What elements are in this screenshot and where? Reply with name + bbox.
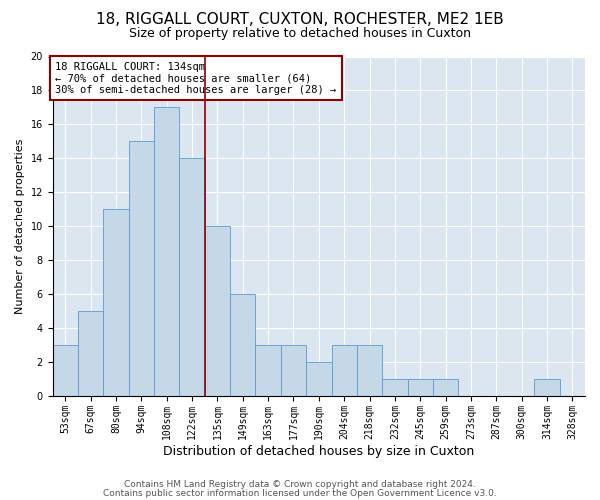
Bar	[382, 379, 407, 396]
Bar	[281, 345, 306, 396]
Bar	[154, 108, 179, 396]
Bar	[433, 379, 458, 396]
Text: 18 RIGGALL COURT: 134sqm
← 70% of detached houses are smaller (64)
30% of semi-d: 18 RIGGALL COURT: 134sqm ← 70% of detach…	[55, 62, 337, 95]
Bar	[78, 311, 103, 396]
Y-axis label: Number of detached properties: Number of detached properties	[15, 138, 25, 314]
Text: Size of property relative to detached houses in Cuxton: Size of property relative to detached ho…	[129, 28, 471, 40]
Text: Contains HM Land Registry data © Crown copyright and database right 2024.: Contains HM Land Registry data © Crown c…	[124, 480, 476, 489]
Bar	[535, 379, 560, 396]
Bar	[103, 210, 129, 396]
Text: 18, RIGGALL COURT, CUXTON, ROCHESTER, ME2 1EB: 18, RIGGALL COURT, CUXTON, ROCHESTER, ME…	[96, 12, 504, 28]
Bar	[332, 345, 357, 396]
Bar	[179, 158, 205, 396]
Bar	[53, 345, 78, 396]
Bar	[306, 362, 332, 396]
Bar	[205, 226, 230, 396]
Bar	[230, 294, 256, 396]
Bar	[256, 345, 281, 396]
Bar	[129, 142, 154, 396]
Bar	[357, 345, 382, 396]
Text: Contains public sector information licensed under the Open Government Licence v3: Contains public sector information licen…	[103, 489, 497, 498]
Bar	[407, 379, 433, 396]
X-axis label: Distribution of detached houses by size in Cuxton: Distribution of detached houses by size …	[163, 444, 475, 458]
